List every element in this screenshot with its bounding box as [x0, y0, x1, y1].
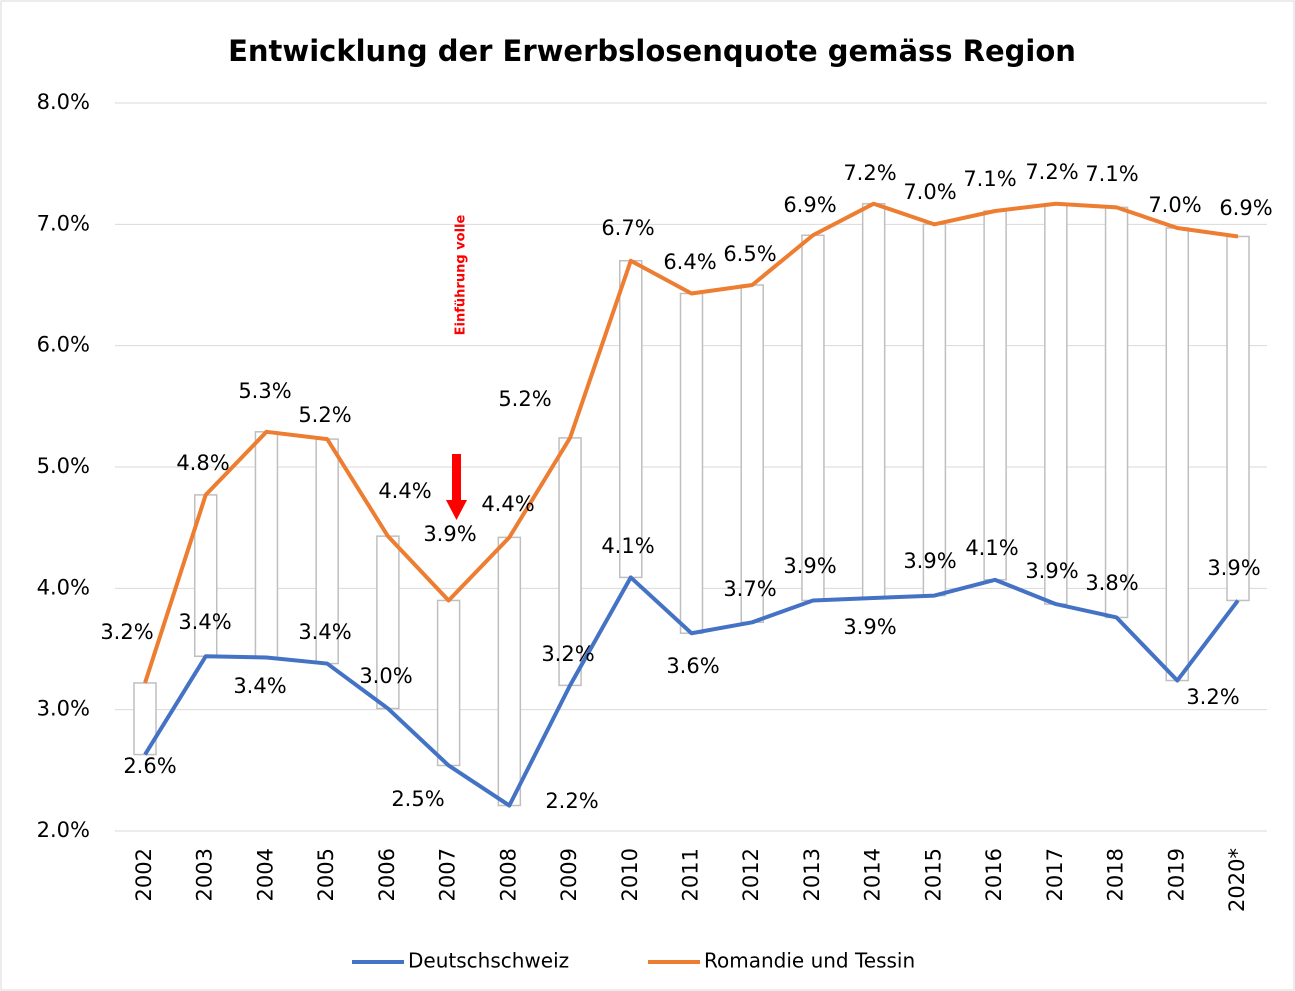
up-down-bar — [740, 284, 764, 624]
x-tick-label: 2014 — [861, 848, 885, 901]
data-label: 4.8% — [176, 451, 229, 475]
x-tick-label: 2007 — [436, 848, 460, 901]
data-label: 6.5% — [723, 242, 776, 266]
x-tick-label: 2004 — [253, 848, 277, 901]
data-label: 3.8% — [1085, 571, 1138, 595]
x-tick-label: 2002 — [132, 848, 156, 901]
x-tick-label: 2013 — [800, 848, 824, 901]
y-tick-label: 3.0% — [37, 697, 90, 721]
up-down-bar — [619, 259, 643, 579]
data-label: 5.2% — [498, 387, 551, 411]
up-down-bar — [1226, 235, 1250, 602]
up-down-bar — [679, 292, 704, 634]
x-tick-label: 2019 — [1164, 848, 1188, 901]
data-label: 7.1% — [963, 167, 1016, 191]
arrow-shaft — [452, 454, 461, 502]
up-down-bar — [922, 223, 947, 597]
x-tick-label: 2011 — [679, 848, 703, 901]
up-down-bar — [1044, 202, 1068, 605]
data-label: 3.9% — [783, 554, 836, 578]
chart-title: Entwicklung der Erwerbslosenquote gemäss… — [228, 34, 1076, 68]
data-label: 4.4% — [481, 492, 534, 516]
data-label: 2.5% — [391, 787, 444, 811]
y-tick-label: 8.0% — [37, 90, 90, 114]
data-label: 4.4% — [378, 479, 431, 503]
data-label: 3.0% — [359, 664, 412, 688]
x-tick-label: 2015 — [921, 848, 945, 901]
x-tick-label: 2017 — [1043, 848, 1067, 901]
y-tick-label: 7.0% — [37, 211, 90, 235]
data-label: 7.2% — [843, 161, 896, 185]
x-tick-label: 2018 — [1104, 848, 1128, 901]
x-tick-label: 2010 — [618, 848, 642, 901]
data-label: 3.9% — [423, 522, 476, 546]
x-tick-label: 2020* — [1225, 848, 1249, 912]
x-tick-label: 2008 — [496, 848, 520, 901]
data-label: 3.9% — [903, 549, 956, 573]
up-down-bar — [861, 202, 886, 599]
data-label: 3.4% — [178, 610, 231, 634]
y-tick-label: 4.0% — [37, 575, 90, 599]
data-label: 6.9% — [783, 193, 836, 217]
up-down-bar — [436, 599, 461, 767]
y-tick-label: 6.0% — [37, 333, 90, 357]
data-label: 3.4% — [298, 620, 351, 644]
x-tick-label: 2012 — [739, 848, 763, 901]
data-label: 4.1% — [965, 536, 1018, 560]
data-label: 3.9% — [1207, 556, 1260, 580]
series-line — [143, 575, 1240, 808]
series-line — [143, 201, 1239, 684]
y-tick-label: 2.0% — [37, 818, 90, 842]
data-label: 3.7% — [723, 577, 776, 601]
x-tick-label: 2005 — [314, 848, 338, 901]
data-label: 6.4% — [663, 250, 716, 274]
annotation: Einführung volle — [454, 215, 469, 336]
data-label: 3.9% — [1025, 559, 1078, 583]
data-label: 2.6% — [123, 754, 176, 778]
data-label: 7.2% — [1025, 160, 1078, 184]
data-label: 5.3% — [238, 379, 291, 403]
data-label: 3.6% — [666, 654, 719, 678]
data-label: 6.9% — [1219, 196, 1272, 220]
data-label: 3.4% — [233, 674, 286, 698]
data-label: 3.2% — [1186, 685, 1239, 709]
data-label: 2.2% — [545, 789, 598, 813]
data-label: 4.1% — [601, 534, 654, 558]
data-label: 6.7% — [601, 216, 654, 240]
x-tick-label: 2009 — [557, 848, 581, 901]
data-label: 5.2% — [298, 403, 351, 427]
data-label: 3.2% — [541, 642, 594, 666]
arrow-head — [446, 500, 467, 520]
x-tick-label: 2016 — [982, 848, 1006, 901]
y-tick-label: 5.0% — [37, 454, 90, 478]
up-down-bar — [801, 234, 825, 602]
data-label: 7.0% — [903, 180, 956, 204]
data-label: 3.9% — [843, 615, 896, 639]
up-down-bar — [497, 536, 522, 807]
x-tick-label: 2006 — [375, 848, 399, 901]
up-down-bar — [254, 431, 279, 659]
data-label: 7.1% — [1085, 162, 1138, 186]
legend-label: Deutschschweiz — [408, 949, 569, 973]
up-down-bar — [983, 210, 1007, 581]
up-down-bar — [1165, 227, 1190, 682]
legend-label: Romandie und Tessin — [704, 949, 915, 973]
x-tick-label: 2003 — [193, 848, 217, 901]
data-label: 3.2% — [100, 620, 153, 644]
data-label: 7.0% — [1148, 193, 1201, 217]
up-down-bar — [1104, 206, 1129, 619]
